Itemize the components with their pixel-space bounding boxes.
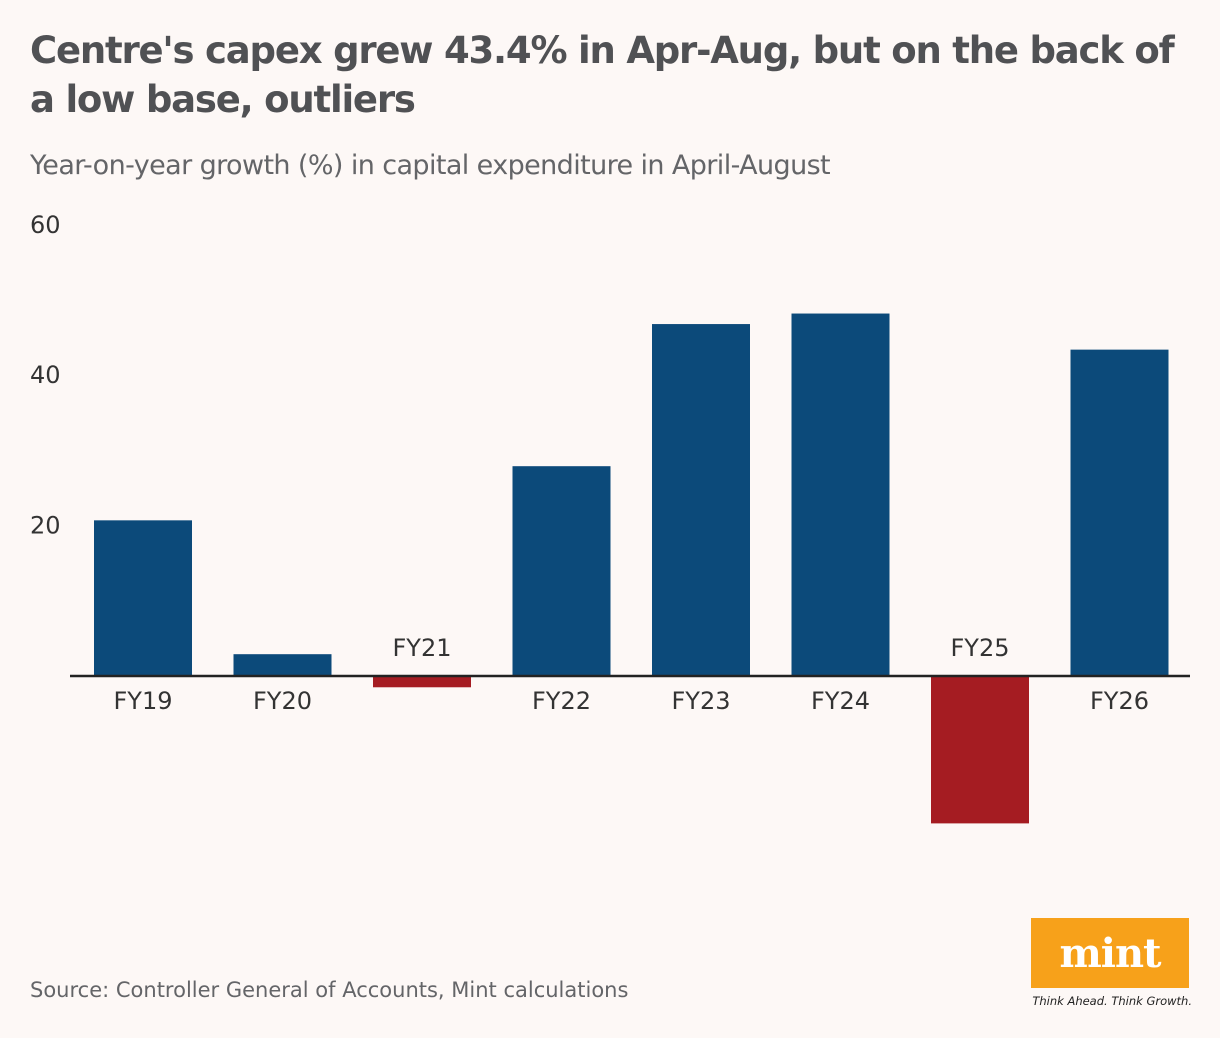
logo-wordmark: mint [1059,929,1161,977]
bar-fy25 [931,676,1029,824]
bar-fy20 [233,654,332,676]
mint-logo: mint [1031,918,1189,988]
x-tick-label: FY22 [532,687,591,715]
x-tick-label: FY24 [811,687,870,715]
source-note: Source: Controller General of Accounts, … [30,978,629,1002]
bar-fy22 [512,466,611,676]
bar-fy23 [652,324,750,676]
x-tick-label: FY19 [113,687,172,715]
x-tick-label: FY25 [950,634,1009,662]
chart-title: Centre's capex grew 43.4% in Apr-Aug, bu… [30,29,1175,121]
x-tick-label: FY23 [671,687,730,715]
bar-chart: 20 40 60 FY19 FY20 FY21 FY22 FY23 FY24 FY25 FY26 [30,211,1190,824]
bar-fy19 [94,520,192,676]
bar-fy26 [1070,349,1169,676]
bar-fy24 [791,313,890,676]
x-tick-label: FY20 [253,687,312,715]
logo-tagline: Think Ahead. Think Growth. [1032,994,1192,1008]
y-tick-label: 60 [30,211,61,239]
y-tick-label: 20 [30,512,61,540]
bar-fy21 [373,676,471,688]
x-tick-label: FY21 [392,634,451,662]
x-tick-label: FY26 [1090,687,1149,715]
chart-subtitle: Year-on-year growth (%) in capital expen… [30,150,831,181]
y-tick-label: 40 [30,361,61,389]
